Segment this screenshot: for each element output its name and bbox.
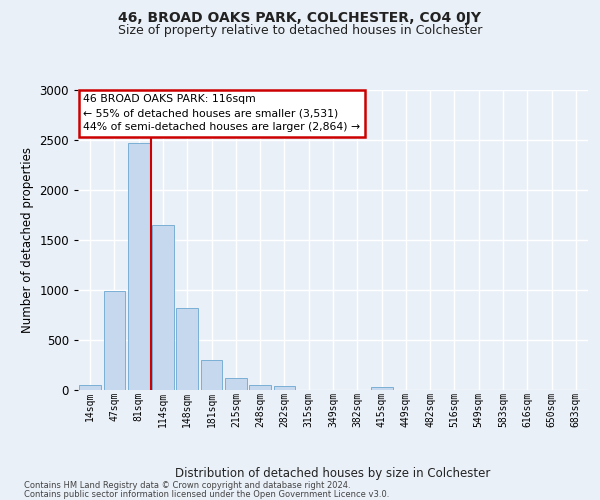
Bar: [371, 387, 392, 390]
Bar: [249, 384, 271, 390]
Bar: [176, 308, 198, 390]
Bar: [104, 291, 125, 390]
Text: 46 BROAD OAKS PARK: 116sqm
← 55% of detached houses are smaller (3,531)
44% of s: 46 BROAD OAKS PARK: 116sqm ← 55% of deta…: [83, 94, 360, 132]
Y-axis label: Number of detached properties: Number of detached properties: [21, 147, 34, 333]
Text: Contains public sector information licensed under the Open Government Licence v3: Contains public sector information licen…: [24, 490, 389, 499]
Text: Distribution of detached houses by size in Colchester: Distribution of detached houses by size …: [175, 468, 491, 480]
Text: Size of property relative to detached houses in Colchester: Size of property relative to detached ho…: [118, 24, 482, 37]
Bar: [274, 386, 295, 390]
Bar: [79, 384, 101, 390]
Text: 46, BROAD OAKS PARK, COLCHESTER, CO4 0JY: 46, BROAD OAKS PARK, COLCHESTER, CO4 0JY: [119, 11, 482, 25]
Bar: [152, 225, 174, 390]
Bar: [200, 360, 223, 390]
Bar: [128, 143, 149, 390]
Text: Contains HM Land Registry data © Crown copyright and database right 2024.: Contains HM Land Registry data © Crown c…: [24, 481, 350, 490]
Bar: [225, 378, 247, 390]
